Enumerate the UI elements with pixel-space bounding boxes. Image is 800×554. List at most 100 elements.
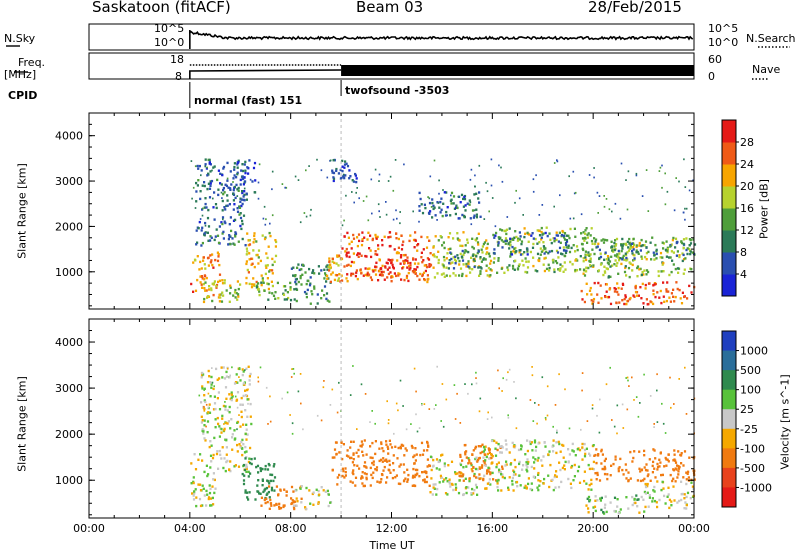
data-cell	[425, 471, 428, 475]
data-cell	[267, 423, 269, 425]
y-tick-label: 3000	[55, 382, 83, 395]
data-cell	[218, 435, 221, 438]
data-cell	[344, 467, 347, 470]
data-cell	[466, 202, 469, 205]
data-cell	[272, 479, 275, 483]
data-cell	[485, 181, 487, 184]
data-cell	[239, 178, 242, 182]
data-cell	[667, 486, 670, 489]
data-cell	[207, 295, 210, 298]
data-cell	[243, 163, 246, 166]
freq-label: Freq.	[18, 56, 46, 69]
data-cell	[486, 251, 489, 254]
data-cell	[285, 490, 288, 493]
data-cell	[210, 460, 213, 463]
data-cell	[597, 212, 599, 214]
data-cell	[617, 512, 620, 515]
data-cell	[307, 279, 310, 283]
data-cell	[670, 292, 673, 295]
data-cell	[533, 467, 536, 470]
data-cell	[437, 202, 440, 204]
data-cell	[563, 464, 566, 467]
data-cell	[540, 230, 543, 234]
data-cell	[220, 427, 223, 431]
data-cell	[228, 242, 231, 246]
data-cell	[545, 418, 547, 421]
data-cell	[643, 466, 646, 469]
data-cell	[248, 282, 251, 286]
data-cell	[414, 473, 417, 477]
data-cell	[574, 191, 577, 194]
data-cell	[610, 464, 613, 467]
data-cell	[518, 462, 521, 466]
data-cell	[490, 158, 493, 161]
data-cell	[267, 287, 270, 291]
data-cell	[427, 196, 429, 198]
data-cell	[544, 231, 547, 235]
data-cell	[245, 463, 248, 467]
data-cell	[424, 470, 427, 473]
data-cell	[445, 210, 448, 214]
data-cell	[606, 255, 610, 258]
data-cell	[201, 214, 204, 217]
data-cell	[473, 209, 476, 212]
data-cell	[599, 284, 602, 287]
data-cell	[443, 462, 446, 465]
data-cell	[512, 489, 515, 492]
data-cell	[200, 401, 203, 404]
data-cell	[257, 256, 260, 259]
data-cell	[626, 251, 629, 254]
data-cell	[532, 242, 535, 246]
data-cell	[537, 471, 540, 475]
data-cell	[450, 194, 452, 197]
data-cell	[475, 456, 478, 459]
data-cell	[268, 485, 271, 488]
data-cell	[209, 184, 212, 187]
data-cell	[207, 406, 210, 409]
data-cell	[312, 503, 315, 506]
data-cell	[647, 270, 650, 274]
data-cell	[245, 282, 248, 285]
data-cell	[271, 257, 274, 261]
data-cell	[484, 258, 487, 261]
data-cell	[658, 465, 661, 468]
y-tick-label: 4000	[55, 130, 83, 143]
data-cell	[258, 290, 261, 293]
velocity-colorbar-tick-label: -1000	[740, 481, 772, 494]
data-cell	[203, 206, 206, 209]
data-cell	[286, 291, 289, 294]
data-cell	[411, 476, 414, 479]
data-cell	[488, 255, 491, 258]
data-cell	[200, 374, 204, 377]
velocity-colorbar-segment	[722, 409, 736, 430]
y-tick-label: 2000	[55, 428, 83, 441]
data-cell	[229, 469, 232, 473]
data-cell	[443, 246, 446, 250]
data-cell	[670, 250, 673, 253]
data-cell	[425, 246, 429, 249]
data-cell	[204, 267, 207, 270]
data-cell	[582, 260, 585, 263]
data-cell	[369, 234, 372, 237]
data-cell	[348, 242, 351, 246]
data-cell	[372, 471, 375, 474]
data-cell	[671, 479, 674, 483]
data-cell	[448, 482, 451, 485]
data-cell	[526, 247, 529, 250]
data-cell	[505, 460, 508, 463]
data-cell	[403, 454, 406, 457]
data-cell	[686, 247, 689, 250]
data-cell	[526, 253, 529, 256]
data-cell	[211, 169, 213, 172]
data-cell	[349, 480, 352, 483]
data-cell	[571, 263, 574, 266]
data-cell	[475, 382, 478, 385]
data-cell	[374, 422, 376, 425]
data-cell	[266, 492, 269, 495]
data-cell	[636, 275, 639, 278]
data-cell	[226, 409, 229, 412]
data-cell	[217, 255, 220, 258]
data-cell	[344, 470, 347, 474]
data-cell	[308, 489, 311, 492]
data-cell	[653, 254, 656, 257]
